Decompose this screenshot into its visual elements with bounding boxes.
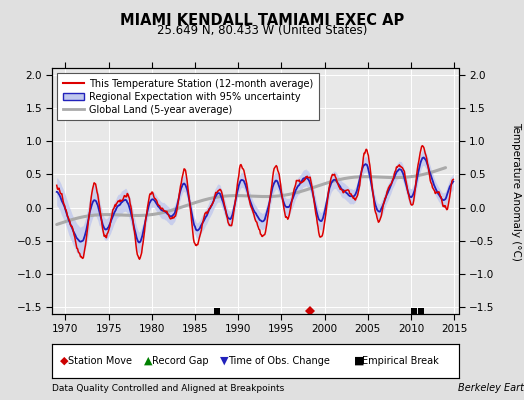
Text: Berkeley Earth: Berkeley Earth bbox=[458, 383, 524, 393]
Text: ▲: ▲ bbox=[144, 356, 152, 366]
Text: Data Quality Controlled and Aligned at Breakpoints: Data Quality Controlled and Aligned at B… bbox=[52, 384, 285, 393]
Text: Empirical Break: Empirical Break bbox=[362, 356, 438, 366]
Text: ▼: ▼ bbox=[220, 356, 228, 366]
Legend: This Temperature Station (12-month average), Regional Expectation with 95% uncer: This Temperature Station (12-month avera… bbox=[57, 73, 320, 120]
Text: Record Gap: Record Gap bbox=[152, 356, 209, 366]
Text: 25.649 N, 80.433 W (United States): 25.649 N, 80.433 W (United States) bbox=[157, 24, 367, 37]
Text: Time of Obs. Change: Time of Obs. Change bbox=[228, 356, 330, 366]
Text: MIAMI KENDALL TAMIAMI EXEC AP: MIAMI KENDALL TAMIAMI EXEC AP bbox=[120, 13, 404, 28]
Text: Station Move: Station Move bbox=[68, 356, 132, 366]
Text: ■: ■ bbox=[354, 356, 364, 366]
Y-axis label: Temperature Anomaly (°C): Temperature Anomaly (°C) bbox=[511, 122, 521, 260]
Text: ◆: ◆ bbox=[60, 356, 69, 366]
